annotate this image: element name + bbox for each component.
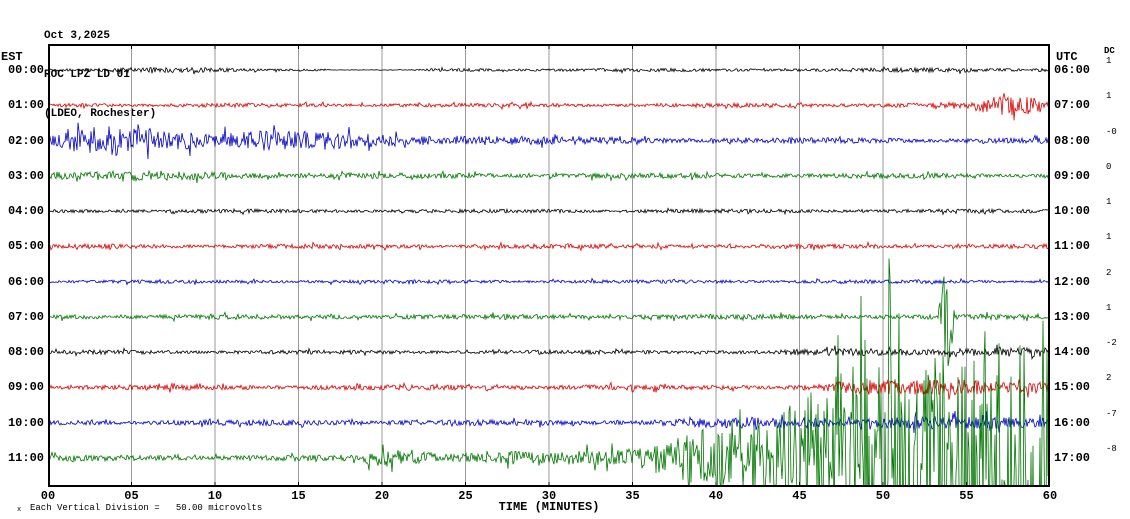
utc-row-label: 06:00 — [1054, 63, 1091, 77]
x-tick-label: 50 — [875, 489, 891, 503]
trace-07:00 — [48, 276, 1050, 367]
utc-row-label: 14:00 — [1054, 345, 1091, 360]
scale-marker: x — [17, 506, 22, 514]
est-row-label: 06:00 — [7, 274, 44, 289]
est-row-label: 08:00 — [7, 345, 44, 360]
utc-row-label: 13:00 — [1054, 309, 1091, 324]
utc-row-label: 10:00 — [1054, 204, 1091, 219]
trace-00:00 — [48, 66, 1050, 75]
grid-lines — [131, 44, 967, 487]
dc-value: -2 — [1106, 338, 1117, 349]
header-date: Oct 3,2025 — [44, 30, 111, 42]
dc-value: 1 — [1106, 302, 1112, 313]
utc-row-label: 11:00 — [1054, 239, 1091, 254]
x-tick-label: 40 — [708, 489, 724, 503]
x-tick-label: 60 — [1042, 489, 1058, 503]
trace-group — [48, 66, 1050, 487]
dc-column-label: DC — [1104, 46, 1115, 56]
x-tick-label: 20 — [374, 489, 390, 503]
est-row-label: 05:00 — [7, 239, 44, 254]
x-tick-label: 15 — [291, 489, 306, 503]
x-tick-label: 45 — [792, 489, 807, 503]
trace-10:00 — [48, 410, 1050, 434]
utc-row-label: 07:00 — [1054, 98, 1091, 113]
trace-09:00 — [48, 379, 1050, 400]
trace-03:00 — [48, 169, 1050, 183]
x-tick-label: 55 — [959, 489, 974, 503]
est-row-label: 02:00 — [7, 133, 44, 148]
est-row-label: 03:00 — [7, 168, 44, 183]
utc-row-label: 09:00 — [1054, 168, 1091, 183]
trace-02:00 — [48, 122, 1050, 160]
est-row-label: 04:00 — [7, 204, 44, 219]
x-axis-title: TIME (MINUTES) — [498, 500, 600, 514]
x-tick-label: 35 — [625, 489, 640, 503]
dc-value: -8 — [1106, 443, 1117, 454]
utc-row-label: 17:00 — [1054, 450, 1091, 465]
dc-value: -0 — [1106, 126, 1117, 137]
x-tick-label: 30 — [541, 489, 557, 503]
x-tick-label: 10 — [207, 489, 223, 503]
right-timezone-label: UTC — [1056, 50, 1078, 64]
trace-08:00 — [48, 344, 1050, 361]
utc-row-label: 16:00 — [1054, 415, 1091, 430]
dc-value: 2 — [1106, 267, 1112, 278]
x-tick-label: 05 — [124, 489, 139, 503]
est-row-label: 01:00 — [7, 98, 44, 113]
dc-value: 2 — [1106, 373, 1112, 384]
scale-note: Each Vertical Division = 50.00 microvolt… — [30, 503, 263, 513]
trace-11:00 — [48, 258, 1050, 487]
dc-value: -7 — [1106, 408, 1117, 419]
header-location: (LDEO, Rochester) — [44, 108, 157, 120]
trace-04:00 — [48, 207, 1050, 216]
utc-row-label: 08:00 — [1054, 133, 1091, 148]
dc-value: 1 — [1106, 91, 1112, 102]
trace-06:00 — [48, 277, 1050, 286]
plot-frame — [48, 44, 1050, 487]
est-row-label: 07:00 — [7, 309, 44, 324]
dc-value: 1 — [1106, 197, 1112, 208]
left-timezone-label: EST — [1, 50, 23, 64]
trace-05:00 — [48, 241, 1050, 252]
est-row-label: 11:00 — [7, 450, 44, 465]
x-tick-label: 25 — [458, 489, 473, 503]
dc-value: 1 — [1106, 56, 1112, 66]
seismogram-plot — [48, 44, 1050, 487]
est-row-label: 09:00 — [7, 380, 44, 395]
utc-row-label: 12:00 — [1054, 274, 1091, 289]
est-row-label: 00:00 — [7, 63, 44, 77]
est-row-label: 10:00 — [7, 415, 44, 430]
dc-value: 0 — [1106, 161, 1112, 172]
utc-row-label: 15:00 — [1054, 380, 1091, 395]
trace-01:00 — [48, 93, 1050, 121]
x-tick-label: 00 — [40, 489, 56, 503]
dc-value: 1 — [1106, 232, 1112, 243]
